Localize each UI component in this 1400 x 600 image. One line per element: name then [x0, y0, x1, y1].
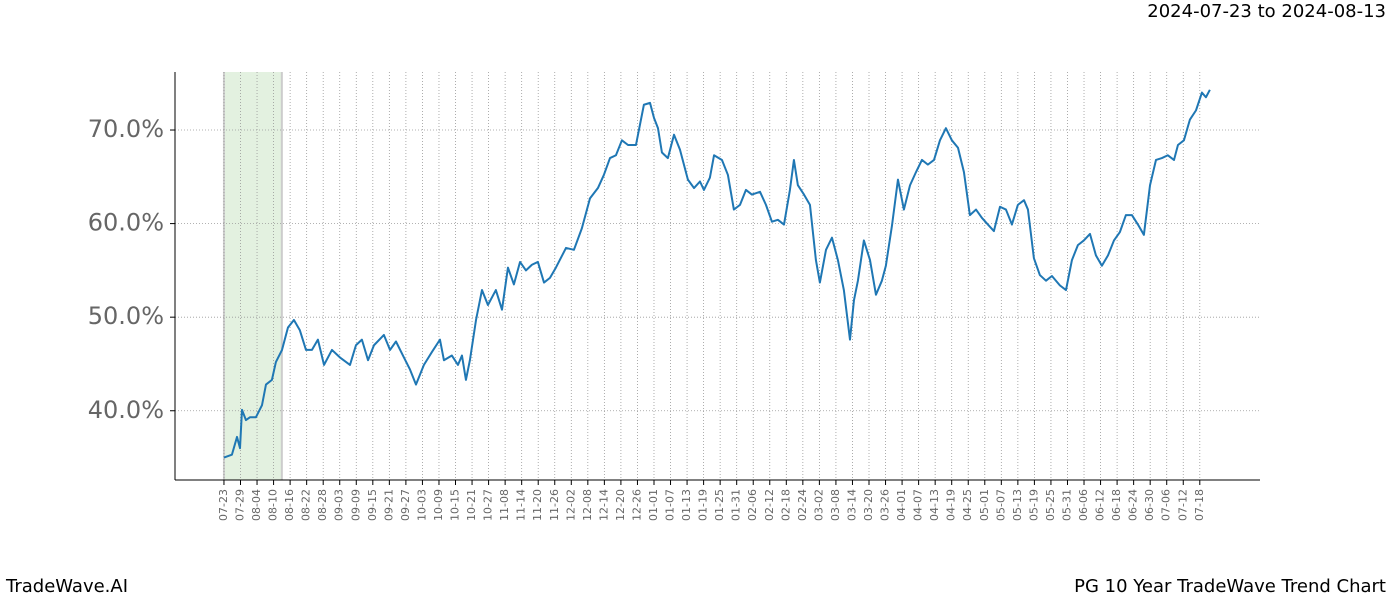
- x-tick-label: 12-08: [581, 489, 594, 521]
- x-tick-label: 07-06: [1160, 489, 1173, 521]
- brand: TradeWave.AI: [5, 576, 128, 597]
- x-tick-label: 04-13: [928, 489, 941, 521]
- x-tick-label: 01-19: [697, 489, 710, 521]
- y-tick-label: 40.0%: [88, 396, 164, 424]
- x-tick-label: 05-31: [1060, 489, 1073, 521]
- x-tick-label: 10-21: [465, 489, 478, 521]
- y-tick-label: 70.0%: [88, 115, 164, 143]
- x-tick-label: 02-12: [763, 489, 776, 521]
- x-tick-label: 12-14: [597, 489, 610, 521]
- x-tick-label: 08-04: [250, 489, 263, 521]
- x-tick-label: 09-21: [382, 489, 395, 521]
- y-tick-label: 50.0%: [88, 302, 164, 330]
- x-tick-label: 12-26: [630, 489, 643, 521]
- trend-line: [223, 89, 1211, 459]
- x-tick-label: 08-10: [267, 489, 280, 521]
- x-tick-label: 07-12: [1176, 489, 1189, 521]
- x-tick-label: 06-30: [1143, 489, 1156, 521]
- x-tick-label: 01-13: [680, 489, 693, 521]
- x-tick-label: 03-20: [862, 489, 875, 521]
- x-tick-label: 02-18: [779, 489, 792, 521]
- x-tick-label: 01-07: [664, 489, 677, 521]
- x-tick-label: 07-29: [233, 489, 246, 521]
- x-tick-label: 05-25: [1044, 489, 1057, 521]
- x-tick-label: 09-03: [333, 489, 346, 521]
- x-tick-label: 04-19: [945, 489, 958, 521]
- x-tick-label: 01-25: [713, 489, 726, 521]
- x-tick-label: 11-20: [531, 489, 544, 521]
- x-tick-label: 10-09: [432, 489, 445, 521]
- x-tick-label: 03-26: [879, 489, 892, 521]
- x-tick-label: 08-16: [283, 489, 296, 521]
- x-tick-label: 12-20: [614, 489, 627, 521]
- x-tick-label: 03-14: [845, 489, 858, 521]
- date-range: 2024-07-23 to 2024-08-13: [1147, 1, 1386, 22]
- x-tick-label: 07-18: [1193, 489, 1206, 521]
- x-tick-label: 06-12: [1094, 489, 1107, 521]
- x-tick-label: 05-13: [1011, 489, 1024, 521]
- x-tick-label: 07-23: [217, 489, 230, 521]
- x-tick-label: 02-24: [796, 489, 809, 521]
- x-tick-label: 10-15: [449, 489, 462, 521]
- x-tick-label: 06-24: [1127, 489, 1140, 521]
- chart-name: PG 10 Year TradeWave Trend Chart: [1074, 576, 1386, 597]
- x-tick-label: 10-03: [415, 489, 428, 521]
- x-tick-label: 05-07: [994, 489, 1007, 521]
- x-tick-label: 06-06: [1077, 489, 1090, 521]
- x-tick-label: 01-31: [730, 489, 743, 521]
- highlight-band: [223, 72, 282, 480]
- x-tick-label: 11-26: [548, 489, 561, 521]
- x-tick-label: 04-07: [912, 489, 925, 521]
- x-tick-label: 06-18: [1110, 489, 1123, 521]
- x-tick-label: 09-27: [399, 489, 412, 521]
- x-tick-label: 05-19: [1027, 489, 1040, 521]
- x-tick-label: 01-01: [647, 489, 660, 521]
- x-tick-label: 11-08: [498, 489, 511, 521]
- x-tick-label: 08-28: [316, 489, 329, 521]
- x-tick-label: 03-02: [812, 489, 825, 521]
- y-tick-label: 60.0%: [88, 209, 164, 237]
- x-tick-label: 12-02: [564, 489, 577, 521]
- x-tick-label: 08-22: [300, 489, 313, 521]
- x-tick-label: 09-15: [366, 489, 379, 521]
- x-tick-label: 09-09: [349, 489, 362, 521]
- x-tick-label: 04-25: [961, 489, 974, 521]
- x-tick-label: 11-14: [515, 489, 528, 521]
- x-tick-label: 02-06: [746, 489, 759, 521]
- x-tick-label: 05-01: [978, 489, 991, 521]
- x-tick-label: 03-08: [829, 489, 842, 521]
- x-tick-label: 10-27: [482, 489, 495, 521]
- x-tick-label: 04-01: [895, 489, 908, 521]
